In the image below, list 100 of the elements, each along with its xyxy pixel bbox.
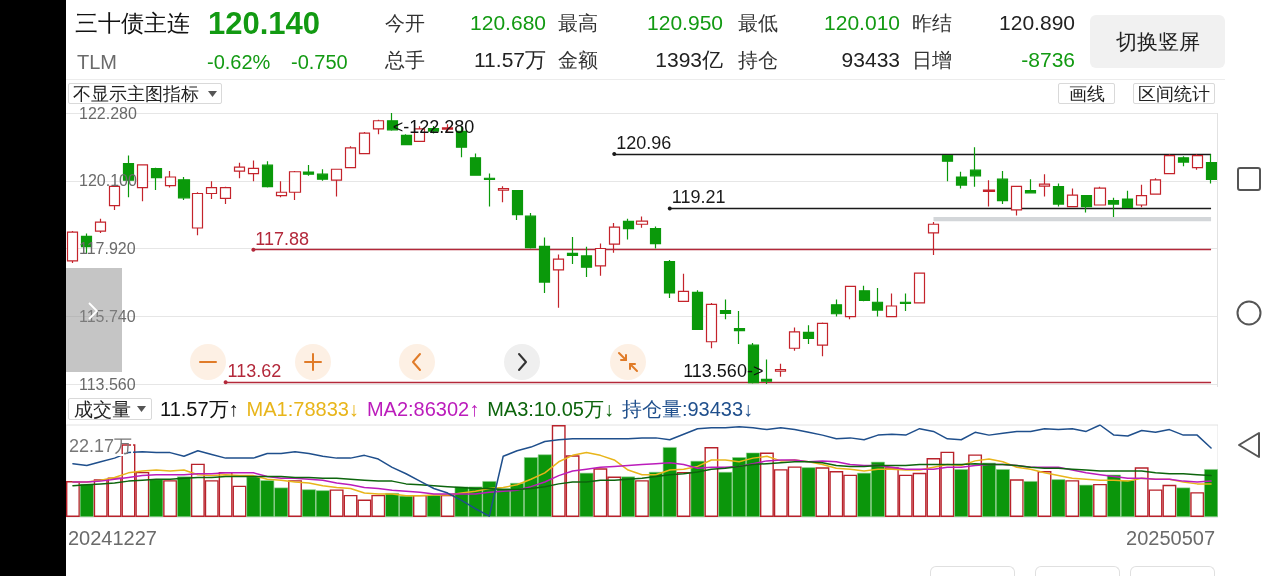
bar [1204, 469, 1218, 517]
text: 金额 [558, 48, 598, 72]
text: 20241227 [68, 527, 157, 549]
candlestick [1205, 153, 1218, 185]
candlestick [635, 215, 649, 229]
text: 120.010 [824, 10, 900, 36]
candlestick [524, 212, 537, 250]
candlestick [177, 176, 191, 201]
candlestick [94, 218, 107, 234]
candlestick [247, 159, 260, 182]
candlestick [830, 298, 843, 318]
candlestick [66, 230, 79, 264]
candlestick [1010, 185, 1023, 217]
candlestick [969, 146, 982, 188]
text: 20250507 [1126, 527, 1215, 549]
text: 持仓 [738, 48, 778, 72]
y-tick-label: 113.560 [79, 375, 136, 393]
ref-line-label: 119.21 [671, 187, 726, 208]
candlestick [816, 321, 829, 357]
bar [1023, 481, 1038, 517]
bar [1079, 484, 1094, 517]
dropdown: 不显示主图指标 [68, 83, 222, 104]
button: 画线 [1058, 83, 1115, 104]
candlestick [288, 170, 302, 201]
chart-title: 成交量 [74, 398, 131, 420]
text: 120.140 [208, 6, 321, 42]
text: MA2:86302↑ [366, 398, 480, 420]
candlestick [1177, 155, 1190, 167]
button: 区间统计 [1133, 83, 1215, 104]
candlestick [233, 162, 246, 179]
bar [704, 447, 719, 517]
text: 三十债主连 [75, 9, 190, 37]
candlestick [552, 253, 565, 309]
candlestick [733, 310, 746, 345]
bar [66, 481, 80, 517]
bar [163, 480, 178, 517]
bar [968, 454, 983, 517]
text: 总手 [385, 48, 425, 72]
candlestick [788, 326, 801, 352]
text: -0.62% [207, 50, 271, 74]
candlestick [1093, 186, 1107, 207]
candlestick [774, 363, 787, 378]
bar [1190, 492, 1205, 517]
text: 93433 [841, 47, 900, 73]
candlestick [1107, 197, 1120, 218]
candlestick [677, 273, 690, 303]
bar [288, 480, 302, 517]
candlestick [219, 186, 232, 205]
candlestick [802, 324, 815, 345]
candlestick [705, 302, 718, 349]
candlestick [191, 191, 204, 236]
candlestick [566, 236, 579, 265]
bar [79, 483, 94, 517]
candlestick [344, 145, 357, 169]
candlestick [1121, 190, 1134, 209]
candlestick [1135, 184, 1148, 208]
text: 120.890 [999, 10, 1075, 36]
text: 11.57万↑ [160, 398, 239, 420]
annotation: 22.17万 [69, 436, 133, 456]
candlestick [302, 164, 315, 177]
bar [440, 494, 455, 517]
bar [412, 494, 427, 517]
text: TLM [77, 50, 117, 74]
ref-line-label: 117.88 [255, 228, 310, 249]
candlestick [205, 180, 218, 200]
candlestick [608, 222, 621, 254]
bar [621, 476, 636, 517]
bar [801, 467, 816, 517]
text: 1393亿 [655, 47, 723, 73]
bar [149, 479, 164, 517]
candlestick [469, 152, 482, 177]
candlestick [511, 189, 524, 221]
text: 120.950 [647, 10, 723, 36]
candlestick [1191, 153, 1204, 171]
series-label: 持仓量:93433↓ [621, 398, 754, 420]
candlestick [1163, 153, 1176, 175]
candlestick [649, 225, 662, 250]
candlestick [1066, 187, 1079, 208]
bar [1176, 487, 1191, 517]
candlestick [330, 168, 343, 198]
candlestick [372, 119, 385, 135]
text: 今开 [385, 11, 425, 35]
candlestick [858, 285, 871, 302]
text: 11.57万 [474, 47, 546, 73]
candlestick [136, 163, 149, 202]
text: 最高 [558, 11, 598, 35]
bar [579, 472, 594, 517]
bar [1037, 471, 1052, 517]
candlestick [150, 167, 163, 191]
candlestick [871, 287, 884, 318]
candlestick [1024, 178, 1037, 195]
candlestick [913, 272, 926, 304]
candlestick [1052, 182, 1065, 208]
candlestick [719, 298, 732, 320]
candlestick [663, 259, 676, 299]
text: 日增 [912, 48, 952, 72]
button: 切换竖屏 [1090, 15, 1225, 68]
candlestick [996, 170, 1009, 205]
text: MA1:78833↓ [246, 398, 359, 420]
candlestick [108, 184, 121, 211]
